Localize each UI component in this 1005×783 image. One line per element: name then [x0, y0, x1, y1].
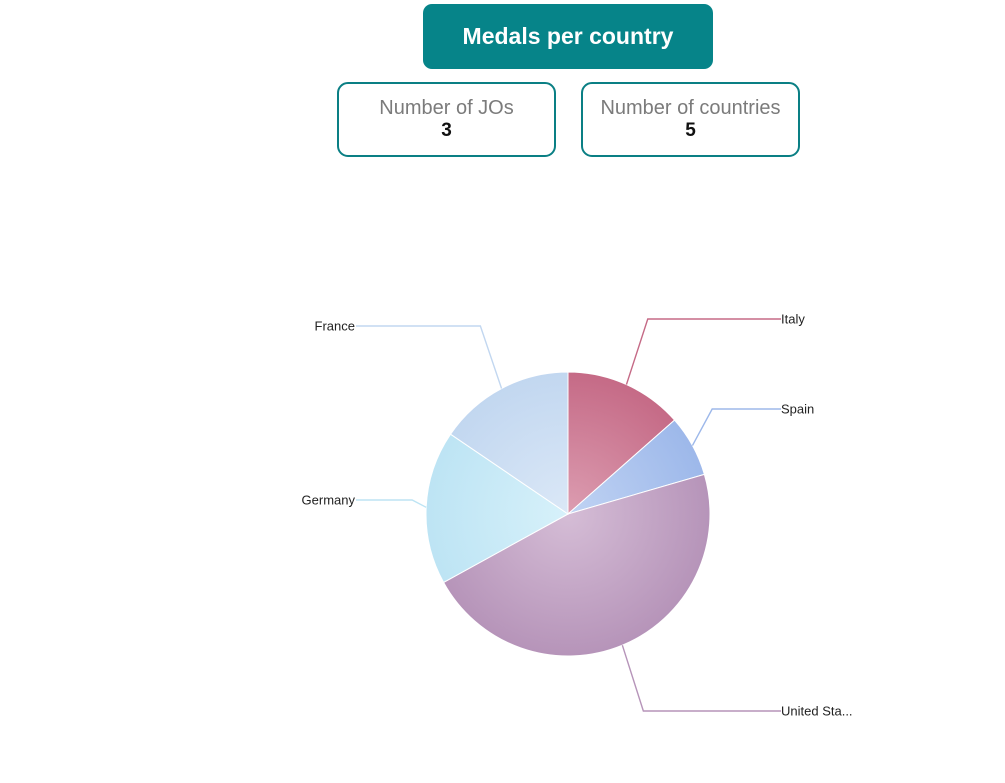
slice-label-italy: Italy [781, 312, 805, 327]
page-title: Medals per country [423, 4, 713, 69]
pie-labels: Italy Spain United Sta... Germany France [302, 312, 853, 719]
kpi-jos-value: 3 [441, 120, 452, 141]
kpi-jos-label: Number of JOs [379, 97, 514, 119]
leader-line-germany [356, 499, 427, 508]
leader-line-spain [691, 408, 781, 446]
kpi-card-jos: Number of JOs 3 [337, 82, 556, 157]
pie-slice-france[interactable] [449, 371, 569, 515]
kpi-countries-value: 5 [685, 120, 696, 141]
leader-line-france [356, 325, 503, 389]
slice-label-france: France [315, 319, 355, 334]
slice-label-united-states: United Sta... [781, 704, 853, 719]
kpi-countries-label: Number of countries [600, 97, 781, 119]
pie-leader-lines [356, 318, 781, 712]
slice-label-germany: Germany [302, 493, 356, 508]
pie-slices [425, 371, 711, 657]
leader-line-united-states [621, 644, 781, 712]
pie-slice-italy[interactable] [567, 371, 676, 516]
slice-label-spain: Spain [781, 402, 814, 417]
kpi-card-countries: Number of countries 5 [581, 82, 800, 157]
leader-line-italy [625, 318, 781, 385]
